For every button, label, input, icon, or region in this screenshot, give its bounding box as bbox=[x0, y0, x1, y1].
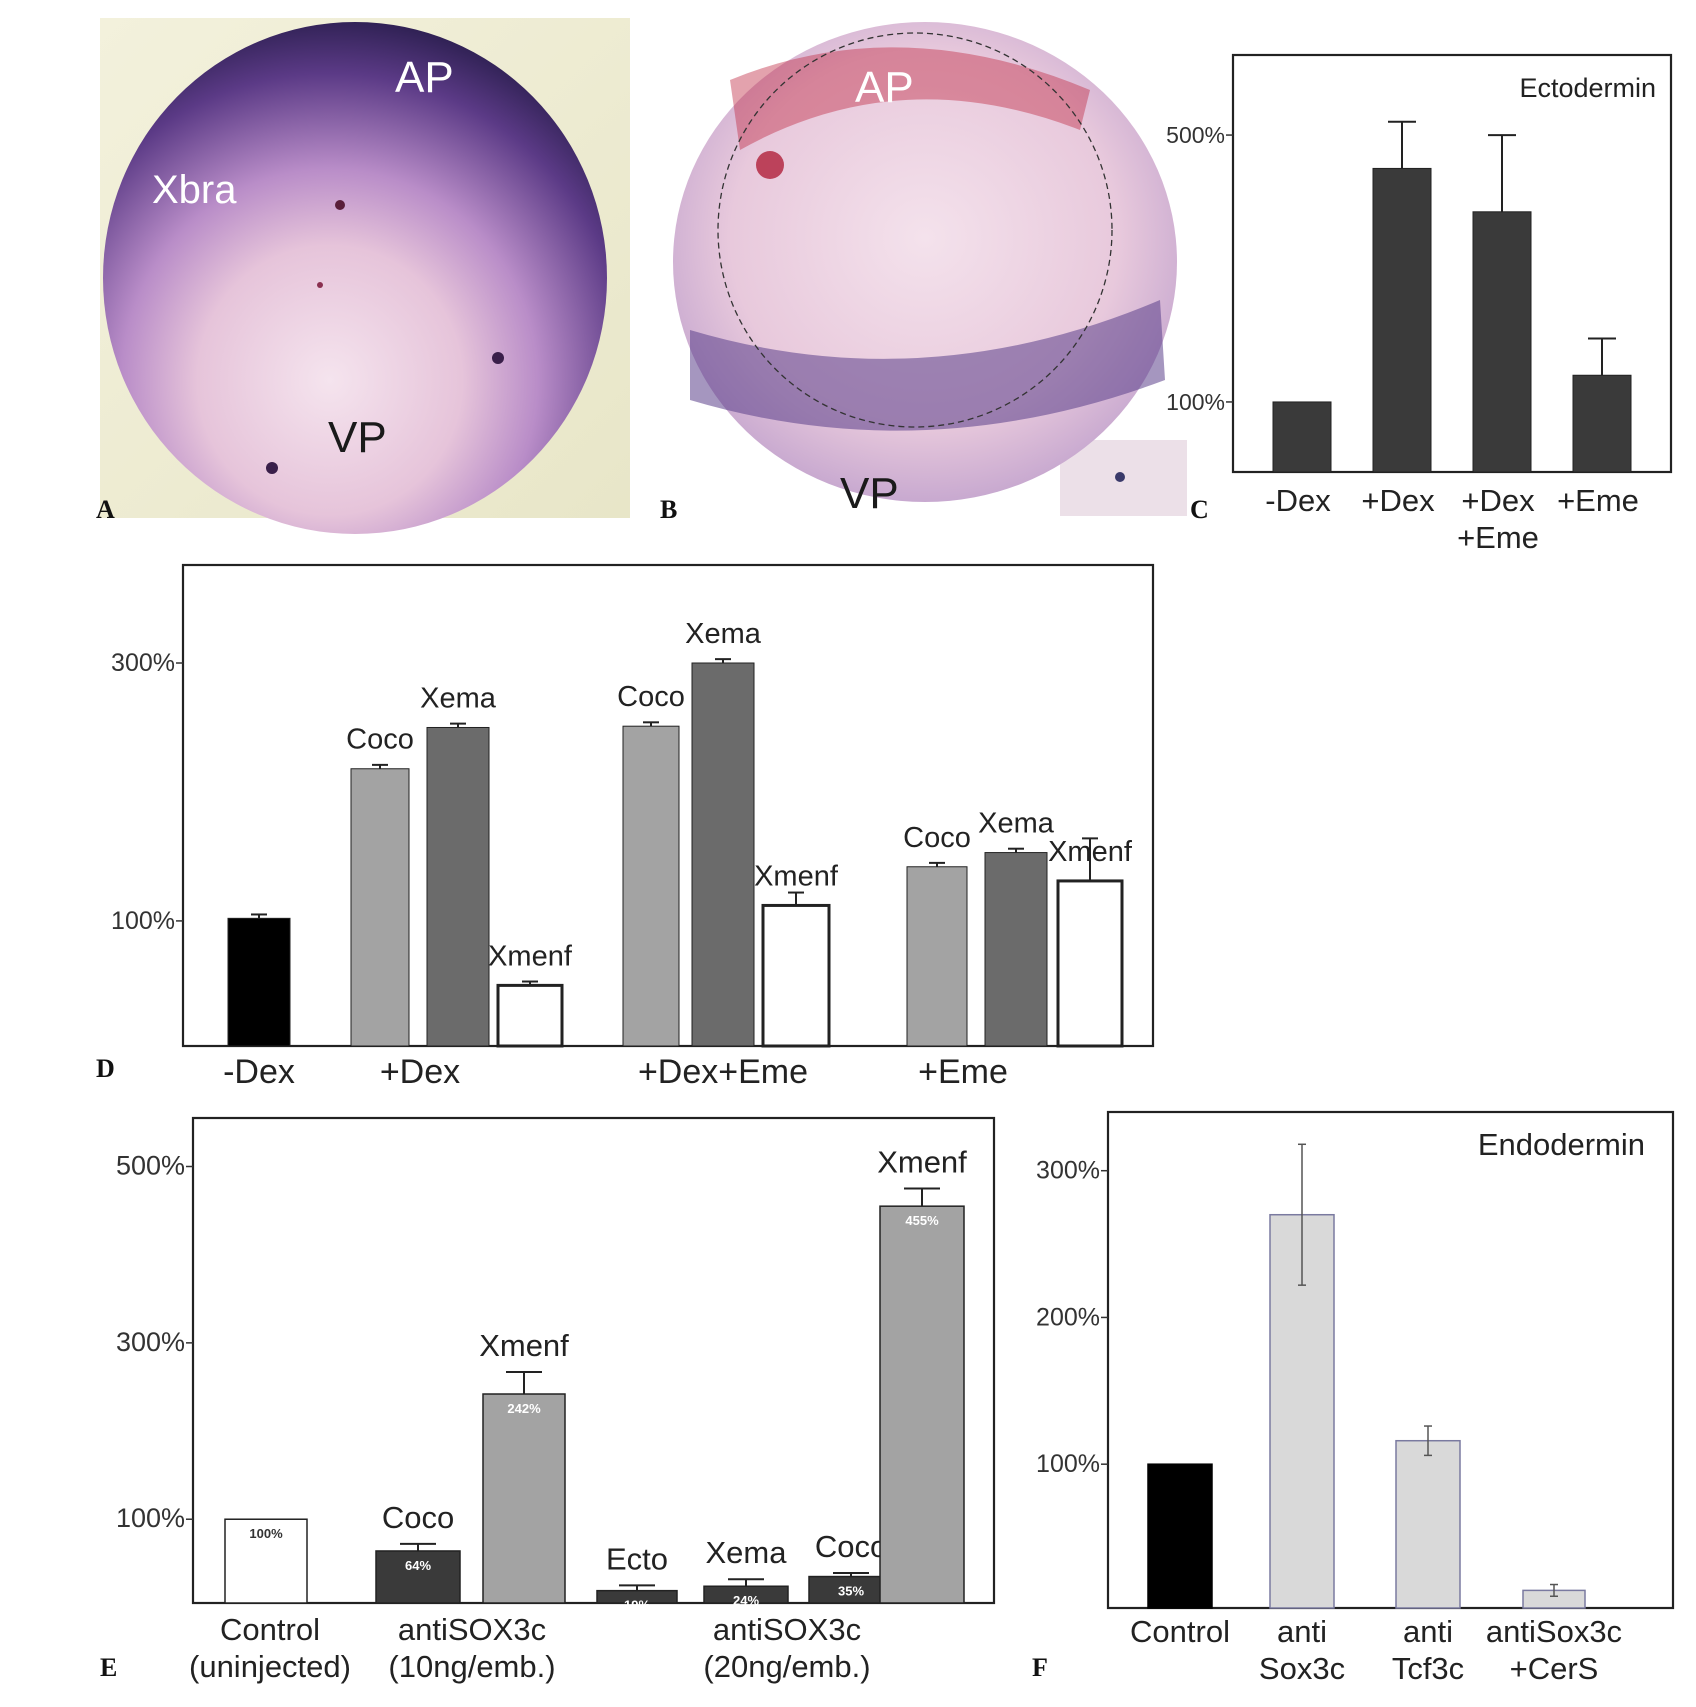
chart-d-ytick-label: 100% bbox=[111, 907, 175, 935]
chart-c-category-label: +Eme bbox=[1557, 483, 1639, 518]
chart-e-value-label: 64% bbox=[405, 1558, 431, 1573]
photo-b: AP VP bbox=[672, 18, 1187, 518]
chart-f-frame bbox=[1106, 1110, 1675, 1610]
chart-d-bar bbox=[1056, 879, 1124, 1048]
chart-c-bar bbox=[1572, 374, 1632, 473]
chart-d-bar bbox=[622, 725, 680, 1047]
chart-c-frame bbox=[1231, 53, 1673, 474]
chart-c-bar bbox=[1472, 211, 1532, 473]
chart-e-category-label: (uninjected) bbox=[189, 1649, 351, 1684]
chart-e-category-label: (10ng/emb.) bbox=[388, 1649, 555, 1684]
chart-e-bar bbox=[224, 1518, 308, 1604]
chart-e-gene-label: Ecto bbox=[606, 1541, 668, 1576]
chart-f-category-label: Sox3c bbox=[1259, 1651, 1345, 1686]
chart-e-bar bbox=[482, 1393, 566, 1604]
chart-d-bar bbox=[984, 852, 1048, 1047]
chart-c-title: Ectodermin bbox=[1519, 73, 1656, 103]
panel-label-e: E bbox=[100, 1653, 117, 1682]
chart-e-ytick-label: 300% bbox=[116, 1327, 185, 1357]
chart-e-value-label: 24% bbox=[733, 1593, 759, 1608]
photo-a-ap-label: AP bbox=[395, 53, 454, 102]
chart-e-category-label: antiSOX3c bbox=[713, 1612, 861, 1647]
chart-f-category-label: Tcf3c bbox=[1392, 1651, 1464, 1686]
chart-d-gene-label: Xmenf bbox=[1048, 836, 1133, 868]
chart-e-value-label: 100% bbox=[249, 1526, 283, 1541]
chart-d-gene-label: Xema bbox=[420, 682, 497, 714]
chart-c-ytick-label: 100% bbox=[1166, 389, 1225, 415]
chart-e: 100% 300% 500% 100% 64% Coco 242% Xmenf 19% Ecto 2… bbox=[100, 1116, 996, 1684]
chart-f-ytick-label: 300% bbox=[1036, 1157, 1100, 1185]
panel-label-b: B bbox=[660, 495, 677, 524]
chart-c-category-label: -Dex bbox=[1265, 483, 1331, 518]
chart-e-category-label: (20ng/emb.) bbox=[703, 1649, 870, 1684]
chart-e-ytick-label: 100% bbox=[116, 1503, 185, 1533]
photo-a-gene-label: Xbra bbox=[152, 168, 237, 212]
chart-e-value-label: 242% bbox=[507, 1401, 541, 1416]
chart-e-bar bbox=[375, 1550, 461, 1604]
chart-d-bar bbox=[496, 983, 564, 1048]
chart-d-bar bbox=[350, 768, 410, 1047]
chart-e-gene-label: Coco bbox=[382, 1500, 454, 1535]
chart-c-category-label: +Dex bbox=[1461, 483, 1535, 518]
chart-c-category-label: +Eme bbox=[1457, 520, 1539, 555]
chart-e-category-label: antiSOX3c bbox=[398, 1612, 546, 1647]
chart-d-gene-label: Coco bbox=[903, 822, 971, 854]
chart-e-value-label: 19% bbox=[624, 1598, 650, 1613]
chart-e-gene-label: Xmenf bbox=[877, 1145, 967, 1180]
photo-b-ap-label: AP bbox=[855, 63, 914, 112]
photo-a-vp-label: VP bbox=[328, 413, 387, 462]
chart-d-gene-label: Xema bbox=[685, 618, 762, 650]
chart-c-ytick-label: 500% bbox=[1166, 122, 1225, 148]
chart-e-ytick-label: 500% bbox=[116, 1151, 185, 1181]
chart-e-bar bbox=[808, 1575, 894, 1604]
chart-d-bar bbox=[906, 866, 968, 1047]
chart-e-frame bbox=[191, 1116, 996, 1605]
chart-c-category-label: +Dex bbox=[1361, 483, 1435, 518]
chart-d-gene-label: Coco bbox=[617, 681, 685, 713]
chart-e-value-label: 35% bbox=[838, 1584, 864, 1599]
chart-f-ytick-label: 200% bbox=[1036, 1303, 1100, 1331]
chart-f-bar bbox=[1395, 1439, 1461, 1609]
chart-e-gene-label: Xmenf bbox=[479, 1328, 569, 1363]
chart-d-bar bbox=[227, 917, 291, 1047]
chart-d-group-label: +Eme bbox=[918, 1053, 1008, 1091]
panel-label-d: D bbox=[96, 1054, 115, 1083]
photo-a: AP Xbra VP bbox=[100, 18, 630, 534]
chart-d-bar bbox=[426, 726, 490, 1047]
chart-c-bar bbox=[1372, 167, 1432, 473]
chart-d-group-label: +Dex+Eme bbox=[638, 1053, 808, 1091]
chart-f-category-label: Control bbox=[1130, 1614, 1230, 1649]
chart-e-gene-label: Coco bbox=[815, 1529, 887, 1564]
chart-d-gene-label: Xmenf bbox=[488, 940, 573, 972]
chart-d-group-label: +Dex bbox=[380, 1053, 460, 1091]
chart-e-category-label: Control bbox=[220, 1612, 320, 1647]
chart-d-group-label: -Dex bbox=[223, 1053, 295, 1091]
chart-c-bar bbox=[1272, 401, 1332, 473]
chart-d-gene-label: Xmenf bbox=[754, 860, 839, 892]
chart-d-gene-label: Coco bbox=[346, 724, 414, 756]
photo-b-vp-label: VP bbox=[840, 469, 899, 518]
chart-d-bar bbox=[691, 662, 755, 1047]
chart-f-category-label: +CerS bbox=[1510, 1651, 1599, 1686]
chart-d-gene-label: Xema bbox=[978, 808, 1055, 840]
chart-e-value-label: 455% bbox=[905, 1213, 939, 1228]
chart-d-ytick-label: 300% bbox=[111, 649, 175, 677]
chart-f-bar bbox=[1147, 1463, 1213, 1609]
chart-f-title: Endodermin bbox=[1478, 1127, 1645, 1162]
chart-f-category-label: anti bbox=[1277, 1614, 1327, 1649]
chart-f-ytick-label: 100% bbox=[1036, 1450, 1100, 1478]
chart-f-category-label: antiSox3c bbox=[1486, 1614, 1622, 1649]
panel-label-c: C bbox=[1190, 495, 1209, 524]
chart-f-category-label: anti bbox=[1403, 1614, 1453, 1649]
panel-label-f: F bbox=[1032, 1653, 1048, 1682]
panel-label-a: A bbox=[96, 495, 115, 524]
chart-e-bar bbox=[879, 1205, 965, 1604]
chart-e-gene-label: Xema bbox=[706, 1535, 788, 1570]
chart-d-bar bbox=[761, 903, 831, 1048]
